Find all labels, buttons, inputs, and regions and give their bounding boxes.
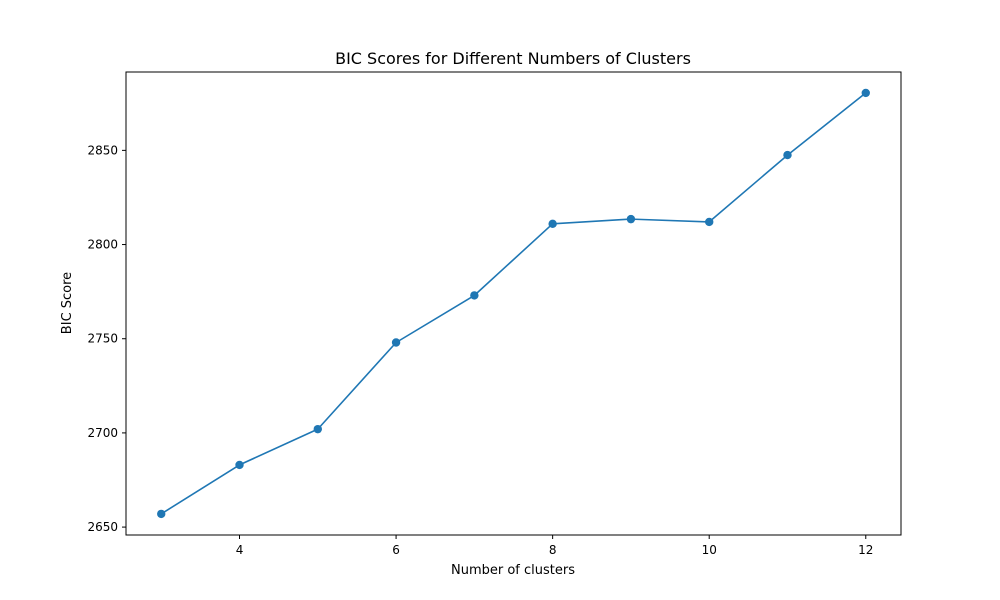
x-axis-label: Number of clusters <box>451 563 575 578</box>
x-axis: 4 6 8 10 12 <box>236 535 873 557</box>
y-tick-label: 2750 <box>87 332 118 346</box>
x-tick-label: 12 <box>858 543 873 557</box>
chart-title: BIC Scores for Different Numbers of Clus… <box>335 49 691 68</box>
y-tick-label: 2700 <box>87 426 118 440</box>
data-point <box>391 338 401 347</box>
y-axis-label: BIC Score <box>60 272 75 334</box>
x-tick-label: 4 <box>236 543 244 557</box>
data-point <box>861 88 870 98</box>
data-point <box>235 460 244 470</box>
y-tick-label: 2850 <box>87 143 118 157</box>
data-point <box>470 291 479 300</box>
plot-frame <box>125 71 902 536</box>
data-point <box>157 509 166 519</box>
series-line <box>160 92 867 515</box>
y-tick-label: 2650 <box>87 520 118 534</box>
data-point <box>548 219 557 229</box>
y-tick-label: 2800 <box>87 238 118 252</box>
data-point <box>313 424 322 434</box>
x-tick-label: 6 <box>392 543 400 557</box>
plot-area <box>125 71 902 536</box>
data-point <box>705 217 714 227</box>
data-point <box>626 214 636 224</box>
data-point <box>783 150 792 160</box>
x-tick-label: 8 <box>549 543 557 557</box>
y-axis: 2650 2700 2750 2800 2850 <box>87 143 126 534</box>
series-layer <box>157 88 870 519</box>
x-tick-label: 10 <box>702 543 717 557</box>
